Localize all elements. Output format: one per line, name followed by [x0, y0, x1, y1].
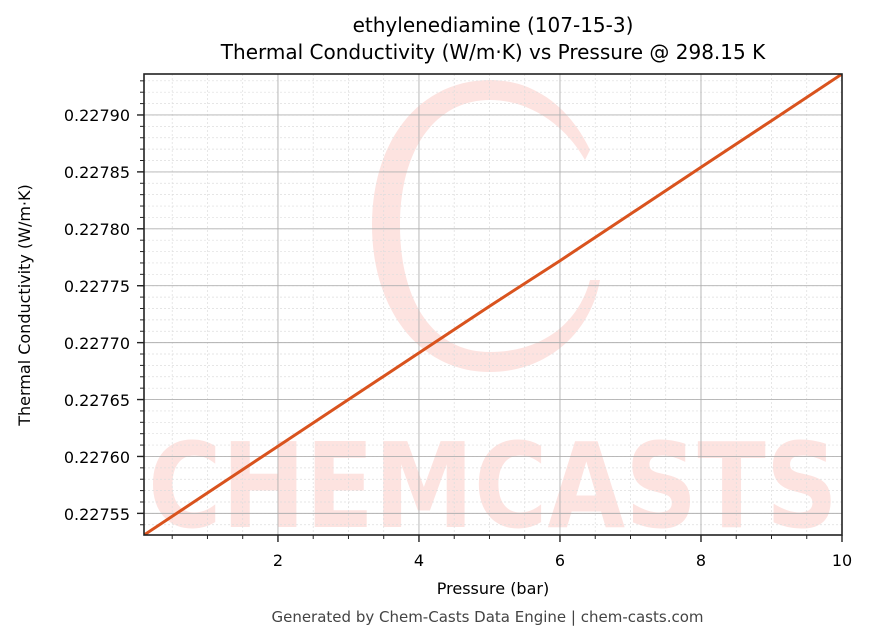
y-tick-label: 0.22755 — [64, 505, 130, 524]
x-tick-label: 8 — [696, 551, 706, 570]
x-axis-label: Pressure (bar) — [437, 579, 549, 598]
y-tick-labels: 0.22755 0.22760 0.22765 0.22770 0.22775 … — [64, 106, 130, 524]
y-tick-label: 0.22770 — [64, 334, 130, 353]
y-tick-label: 0.22780 — [64, 220, 130, 239]
y-axis-label: Thermal Conductivity (W/m·K) — [15, 184, 34, 427]
y-tick-label: 0.22790 — [64, 106, 130, 125]
watermark-text: CHEMCASTS — [148, 417, 838, 555]
major-grid — [144, 74, 843, 535]
x-tick-label: 2 — [273, 551, 283, 570]
chart-title-line2: Thermal Conductivity (W/m·K) vs Pressure… — [220, 40, 766, 64]
footer: Generated by Chem-Casts Data Engine | ch… — [53, 608, 869, 626]
y-tick-label: 0.22785 — [64, 163, 130, 182]
x-tick-label: 4 — [414, 551, 424, 570]
y-tick-label: 0.22775 — [64, 277, 130, 296]
chart-title-line1: ethylenediamine (107-15-3) — [352, 13, 634, 37]
watermark: CHEMCASTS — [148, 80, 838, 555]
data-line — [144, 74, 842, 535]
y-tick-label: 0.22760 — [64, 448, 130, 467]
x-tick-labels: 2 4 6 8 10 — [273, 551, 852, 570]
footer-text: Generated by Chem-Casts Data Engine | ch… — [271, 608, 704, 626]
y-tick-label: 0.22765 — [64, 391, 130, 410]
plot-frame — [143, 73, 843, 536]
x-tick-label: 10 — [832, 551, 852, 570]
watermark-logo-icon — [372, 80, 600, 372]
ticks — [137, 80, 843, 542]
x-tick-label: 6 — [555, 551, 565, 570]
